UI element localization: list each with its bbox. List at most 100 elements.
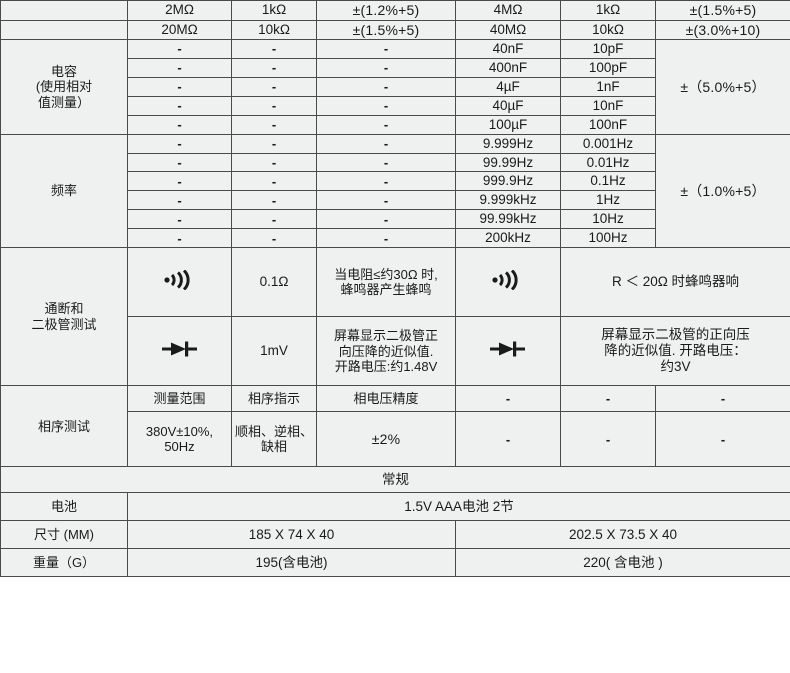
dash-cell: - [655, 385, 790, 413]
phase-value-range-line1: 380V±10%, [145, 423, 214, 439]
cap-resolution-2: 100pF [560, 57, 656, 78]
dash-cell: - [316, 152, 456, 173]
table-row: 频率 - - - 9.999Hz 0.001Hz ±（1.0%+5） [0, 133, 790, 249]
accuracy-left-2: ±(1.5%+5) [316, 19, 456, 41]
buzzer-icon-cell-right [455, 247, 561, 318]
freq-accuracy: ±（1.0%+5） [655, 133, 790, 249]
weight-label: 重量（G） [0, 548, 128, 578]
dash-cell: - [231, 209, 317, 230]
freq-range-6: 200kHz [455, 228, 561, 249]
freq-resolution-6: 100Hz [560, 228, 656, 249]
cap-range-3: 4µF [455, 76, 561, 97]
range-left-2: 20MΩ [127, 19, 232, 41]
empty-label-cell [0, 0, 128, 21]
freq-range-4: 9.999kHz [455, 190, 561, 211]
diode-note-left-line2: 向压降的近似值. [338, 343, 434, 359]
table-row: 常规 [0, 466, 790, 494]
dash-cell: - [231, 39, 317, 59]
capacitance-label-line2: (使用相对 [35, 79, 93, 95]
diode-icon-cell-left [127, 316, 232, 387]
battery-value: 1.5V AAA电池 2节 [127, 492, 790, 522]
capacitance-label-line1: 电容 [50, 63, 77, 79]
phase-value-range: 380V±10%, 50Hz [127, 411, 232, 468]
table-row: 2MΩ 1kΩ ±(1.2%+5) 4MΩ 1kΩ ±(1.5%+5) [0, 0, 790, 21]
section-label-frequency: 频率 [0, 133, 128, 249]
table-row: - - - 40µF 10nF [1, 95, 790, 116]
dash-cell: - [316, 190, 456, 211]
table-row: - - - 200kHz 100Hz [1, 228, 790, 249]
dash-cell: - [127, 133, 232, 154]
size-value-left: 185 X 74 X 40 [127, 520, 456, 550]
capacitance-label-line3: 值测量） [37, 94, 90, 110]
table-row: - - - 9.999kHz 1Hz [1, 190, 790, 211]
diode-note-left: 屏幕显示二极管正 向压降的近似值. 开路电压:约1.48V [316, 316, 456, 387]
phase-value-indication-line2: 缺相 [260, 439, 287, 455]
table-row: - - - 99.99kHz 10Hz [1, 209, 790, 230]
dash-cell: - [231, 171, 317, 192]
freq-resolution-4: 1Hz [560, 190, 656, 211]
dash-cell: - [127, 171, 232, 192]
accuracy-right-1: ±(1.5%+5) [655, 0, 790, 21]
dash-cell: - [127, 39, 232, 59]
diode-note-right-line2: 降的近似值. 开路电压： [604, 343, 747, 359]
dash-cell: - [316, 76, 456, 97]
phase-header-indication: 相序指示 [231, 385, 317, 413]
diode-icon-cell-right [455, 316, 561, 387]
dash-cell: - [231, 57, 317, 78]
freq-range-3: 999.9Hz [455, 171, 561, 192]
dash-cell: - [316, 114, 456, 135]
resolution-left-1: 1kΩ [231, 0, 317, 21]
continuity-resolution-left: 0.1Ω [231, 247, 317, 318]
freq-range-5: 99.99kHz [455, 209, 561, 230]
accuracy-right-2: ±(3.0%+10) [655, 19, 790, 41]
cap-resolution-4: 10nF [560, 95, 656, 116]
buzzer-icon [491, 270, 525, 291]
dash-cell: - [231, 228, 317, 249]
buzzer-icon-cell-left [127, 247, 232, 318]
dash-cell: - [127, 190, 232, 211]
continuity-note-right: R ＜ 20Ω 时蜂鸣器响 [560, 247, 790, 318]
dash-cell: - [316, 209, 456, 230]
section-label-capacitance: 电容 (使用相对 值测量） [0, 39, 128, 135]
dash-cell: - [455, 411, 561, 468]
cap-range-5: 100µF [455, 114, 561, 135]
phase-value-accuracy: ±2% [316, 411, 456, 468]
dash-cell: - [127, 228, 232, 249]
range-right-1: 4MΩ [455, 0, 561, 21]
section-label-phase: 相序测试 [0, 385, 128, 468]
diode-resolution-left: 1mV [231, 316, 317, 387]
diode-note-left-line1: 屏幕显示二极管正 [333, 328, 438, 344]
range-left-1: 2MΩ [127, 0, 232, 21]
table-row: 尺寸 (MM) 185 X 74 X 40 202.5 X 73.5 X 40 [0, 520, 790, 550]
phase-header-range: 测量范围 [127, 385, 232, 413]
freq-resolution-5: 10Hz [560, 209, 656, 230]
continuity-note-left: 当电阻≤约30Ω 时, 蜂鸣器产生蜂鸣 [316, 247, 456, 318]
dash-cell: - [231, 152, 317, 173]
diode-note-right-line1: 屏幕显示二极管的正向压 [601, 327, 750, 343]
section-label-continuity: 通断和 二极管测试 [0, 247, 128, 387]
multimeter-spec-table: 2MΩ 1kΩ ±(1.2%+5) 4MΩ 1kΩ ±(1.5%+5) 20MΩ… [0, 0, 790, 578]
dash-cell: - [316, 171, 456, 192]
diode-icon [160, 339, 200, 359]
freq-resolution-1: 0.001Hz [560, 133, 656, 154]
continuity-label-line1: 通断和 [44, 301, 84, 317]
battery-label: 电池 [0, 492, 128, 522]
dash-cell: - [231, 95, 317, 116]
table-row: 20MΩ 10kΩ ±(1.5%+5) 40MΩ 10kΩ ±(3.0%+10) [0, 19, 790, 41]
freq-resolution-2: 0.01Hz [560, 152, 656, 173]
phase-header-accuracy: 相电压精度 [316, 385, 456, 413]
weight-value-right: 220( 含电池 ) [455, 548, 790, 578]
buzzer-icon [163, 270, 197, 291]
dash-cell: - [231, 114, 317, 135]
resolution-right-1: 1kΩ [560, 0, 656, 21]
dash-cell: - [127, 95, 232, 116]
freq-range-1: 9.999Hz [455, 133, 561, 154]
table-row: 380V±10%, 50Hz 顺相、逆相、 缺相 ±2% - - - [1, 411, 790, 468]
dash-cell: - [316, 228, 456, 249]
accuracy-left-1: ±(1.2%+5) [316, 0, 456, 21]
empty-label-cell [0, 19, 128, 41]
table-row: - - - 100µF 100nF [1, 114, 790, 135]
table-row: 重量（G） 195(含电池) 220( 含电池 ) [0, 548, 790, 578]
table-row: 1mV 屏幕显示二极管正 向压降的近似值. 开路电压:约1.48V 屏幕显示二极… [1, 316, 790, 387]
dash-cell: - [127, 114, 232, 135]
